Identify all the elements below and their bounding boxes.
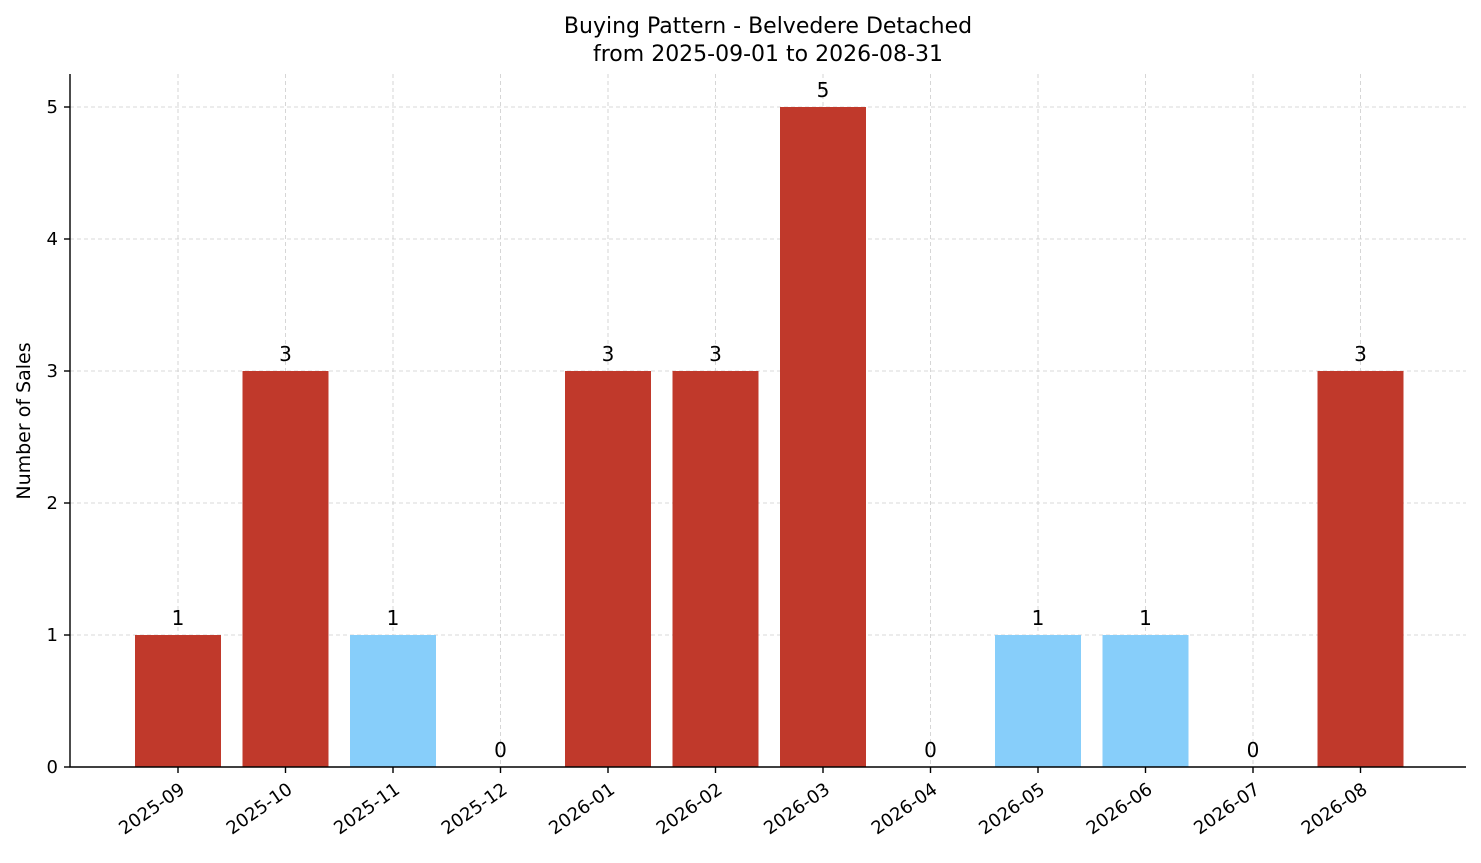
y-tick-label: 1 — [47, 625, 58, 646]
x-tick-label: 2026-05 — [975, 779, 1049, 839]
bar — [565, 371, 651, 767]
bar — [672, 371, 759, 767]
x-tick-label: 2026-03 — [760, 779, 834, 839]
x-tick-label: 2026-06 — [1083, 779, 1157, 839]
bar — [135, 635, 221, 767]
bar — [1102, 635, 1189, 767]
bar-value-label: 1 — [172, 606, 185, 630]
y-tick-label: 5 — [47, 97, 58, 118]
bar-value-label: 3 — [709, 342, 722, 366]
bar — [1317, 371, 1404, 767]
bar — [995, 635, 1081, 767]
bar-value-label: 3 — [1354, 342, 1367, 366]
y-tick-label: 2 — [47, 493, 58, 514]
bar-value-label: 3 — [602, 342, 615, 366]
bar-value-label: 1 — [1139, 606, 1152, 630]
x-tick-label: 2026-08 — [1298, 779, 1372, 839]
axes — [64, 74, 1466, 773]
x-tick-label: 2025-11 — [330, 779, 404, 839]
x-tick-label: 2026-04 — [868, 779, 942, 839]
x-tick-label: 2025-09 — [115, 779, 189, 839]
x-tick-label: 2025-10 — [223, 779, 297, 839]
bar-value-label: 1 — [1032, 606, 1045, 630]
y-tick-label: 4 — [47, 229, 58, 250]
bar — [350, 635, 436, 767]
chart-title: Buying Pattern - Belvedere Detached — [564, 14, 972, 39]
x-tick-label: 2026-07 — [1190, 779, 1264, 839]
y-tick-label: 3 — [47, 361, 58, 382]
bar-value-label: 5 — [817, 78, 830, 102]
bar-value-label: 1 — [387, 606, 400, 630]
chart-subtitle: from 2025-09-01 to 2026-08-31 — [593, 42, 943, 67]
y-axis-label: Number of Sales — [13, 342, 35, 499]
x-tick-label: 2026-01 — [545, 779, 619, 839]
y-tick-label: 0 — [47, 757, 58, 778]
bar-value-label: 0 — [924, 738, 937, 762]
bar-value-label: 3 — [279, 342, 292, 366]
bars — [135, 107, 1404, 767]
x-tick-label: 2025-12 — [438, 779, 512, 839]
x-tick-label: 2026-02 — [653, 779, 727, 839]
bar-value-label: 0 — [1247, 738, 1260, 762]
bar — [780, 107, 866, 767]
bar-value-label: 0 — [494, 738, 507, 762]
bar — [242, 371, 329, 767]
